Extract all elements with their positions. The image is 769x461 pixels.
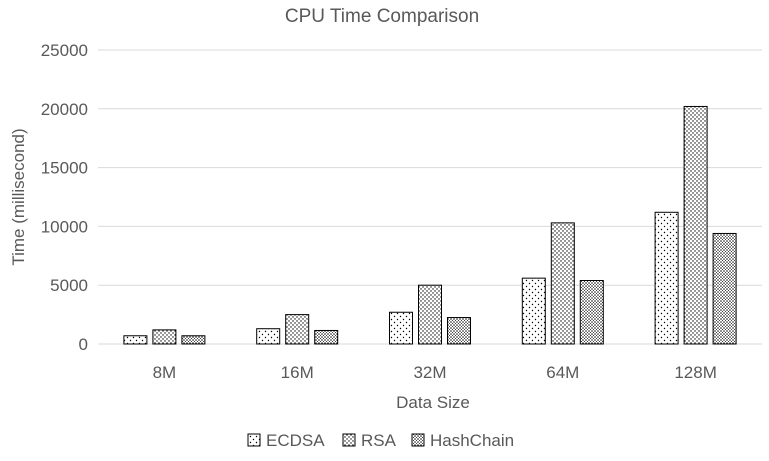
y-tick-label: 25000: [41, 41, 88, 60]
y-axis-ticks: 0 5000 10000 15000 20000 25000: [41, 41, 88, 354]
x-tick-label: 32M: [413, 363, 446, 382]
y-tick-label: 20000: [41, 100, 88, 119]
bars: [123, 105, 737, 345]
bar-hashchain-16m: [314, 329, 339, 345]
legend: ECDSA RSA HashChain: [247, 431, 514, 450]
x-tick-label: 16M: [281, 363, 314, 382]
x-axis-label: Data Size: [396, 393, 470, 412]
bar-rsa-16m: [285, 314, 310, 345]
y-tick-label: 0: [79, 335, 88, 354]
y-tick-label: 5000: [50, 276, 88, 295]
bar-hashchain-64m: [579, 279, 604, 345]
bar-rsa-8m: [152, 329, 177, 345]
gridlines: [98, 49, 762, 345]
x-axis-ticks: 8M 16M 32M 64M 128M: [153, 363, 717, 382]
y-axis-label: Time (millisecond): [9, 128, 28, 265]
bar-hashchain-32m: [447, 317, 471, 345]
legend-swatch-ecdsa: [247, 433, 261, 447]
bar-hashchain-128m: [712, 232, 737, 345]
bar-ecdsa-128m: [654, 211, 679, 345]
y-tick-label: 10000: [41, 217, 88, 236]
bar-rsa-32m: [418, 284, 442, 345]
bar-ecdsa-16m: [256, 328, 281, 345]
chart-title: CPU Time Comparison: [285, 6, 479, 27]
bar-ecdsa-8m: [123, 335, 148, 345]
x-tick-label: 128M: [674, 363, 717, 382]
legend-label-ecdsa: ECDSA: [266, 431, 325, 450]
bar-ecdsa-32m: [389, 311, 413, 345]
legend-label-rsa: RSA: [361, 431, 397, 450]
y-tick-label: 15000: [41, 159, 88, 178]
x-tick-label: 64M: [546, 363, 579, 382]
x-tick-label: 8M: [153, 363, 177, 382]
bar-rsa-64m: [550, 222, 575, 345]
legend-swatch-rsa: [342, 433, 356, 447]
legend-swatch-hashchain: [411, 433, 425, 447]
bar-rsa-128m: [683, 105, 708, 345]
bar-hashchain-8m: [181, 335, 206, 345]
legend-label-hashchain: HashChain: [430, 431, 514, 450]
bar-ecdsa-64m: [521, 277, 546, 345]
